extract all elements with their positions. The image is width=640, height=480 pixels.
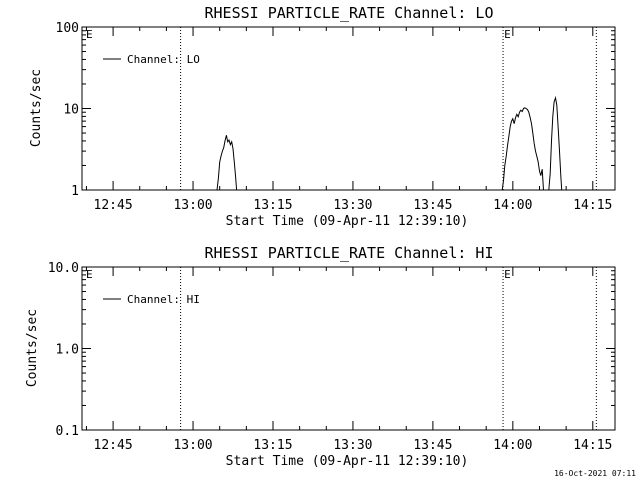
x-tick-label: 13:00 xyxy=(173,438,212,453)
panel-hi: RHESSI PARTICLE_RATE Channel: HI Start T… xyxy=(25,244,616,469)
event-line-label: E xyxy=(504,268,511,281)
panel-hi-edge-label: E xyxy=(86,268,93,281)
panel-hi-title: RHESSI PARTICLE_RATE Channel: HI xyxy=(205,244,494,262)
y-tick-label: 1.0 xyxy=(56,343,79,358)
panel-lo-x-ticks: 12:45 13:00 13:15 13:30 13:45 14:00 14:15 xyxy=(85,27,612,213)
event-line-label: E xyxy=(504,28,511,41)
x-tick-label: 12:45 xyxy=(94,198,133,213)
panel-lo-ylabel: Counts/sec xyxy=(29,69,44,147)
y-tick-label: 0.1 xyxy=(56,424,79,439)
panel-lo: RHESSI PARTICLE_RATE Channel: LO Start T… xyxy=(29,4,616,229)
panel-lo-title: RHESSI PARTICLE_RATE Channel: LO xyxy=(205,4,494,22)
panel-hi-ylabel: Counts/sec xyxy=(25,309,40,387)
panel-lo-edge-label: E xyxy=(86,28,93,41)
footer-timestamp: 16-Oct-2021 07:11 xyxy=(554,469,636,478)
x-tick-label: 13:15 xyxy=(253,198,292,213)
y-tick-label: 10 xyxy=(63,103,79,118)
x-tick-label: 13:45 xyxy=(413,198,452,213)
x-tick-label: 13:30 xyxy=(333,438,372,453)
y-tick-label: 1 xyxy=(71,184,79,199)
panel-lo-event-lines: E xyxy=(180,27,597,190)
x-tick-label: 14:15 xyxy=(573,438,612,453)
y-tick-label: 10.0 xyxy=(48,261,79,276)
panel-lo-y-ticks: 1 10 100 xyxy=(56,21,615,199)
series-line xyxy=(501,107,544,191)
series-line xyxy=(548,95,563,191)
panel-hi-frame xyxy=(81,266,616,431)
x-tick-label: 12:45 xyxy=(94,438,133,453)
x-tick-label: 14:15 xyxy=(573,198,612,213)
x-tick-label: 13:15 xyxy=(253,438,292,453)
panel-lo-frame xyxy=(81,26,616,191)
series-line xyxy=(216,135,238,191)
panel-lo-series xyxy=(216,95,563,191)
panel-lo-xlabel: Start Time (09-Apr-11 12:39:10) xyxy=(226,214,469,229)
panel-hi-event-lines: E xyxy=(180,267,597,430)
x-tick-label: 13:45 xyxy=(413,438,452,453)
panel-hi-y-ticks: 0.1 1.0 10.0 xyxy=(48,261,615,439)
panel-hi-xlabel: Start Time (09-Apr-11 12:39:10) xyxy=(226,454,469,469)
x-tick-label: 13:00 xyxy=(173,198,212,213)
panel-hi-x-ticks: 12:45 13:00 13:15 13:30 13:45 14:00 14:15 xyxy=(85,267,612,453)
y-tick-label: 100 xyxy=(56,21,79,36)
panel-lo-legend-label: Channel: LO xyxy=(127,53,200,66)
x-tick-label: 13:30 xyxy=(333,198,372,213)
x-tick-label: 14:00 xyxy=(493,198,532,213)
x-tick-label: 14:00 xyxy=(493,438,532,453)
panel-hi-legend-label: Channel: HI xyxy=(127,293,200,306)
